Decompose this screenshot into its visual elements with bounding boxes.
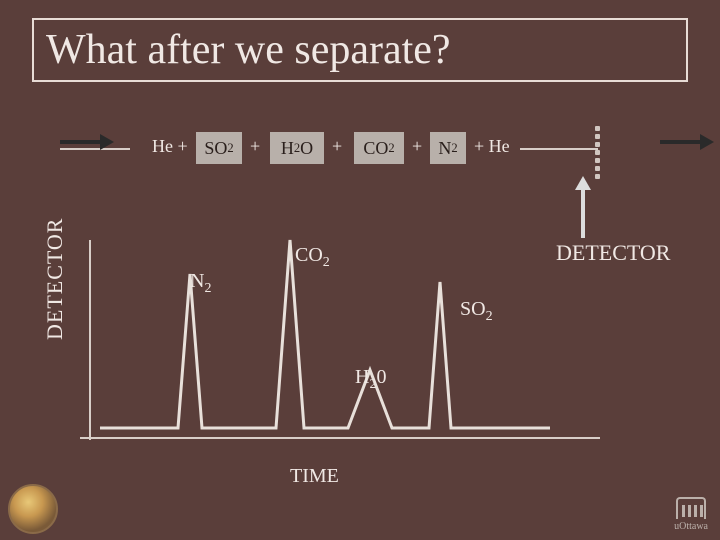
- flow-line-right: [520, 148, 598, 150]
- species-so2: SO2: [196, 132, 242, 164]
- flow-prefix: He +: [152, 136, 188, 157]
- peak-label-n2: N2: [190, 270, 211, 297]
- flow-plus-2: +: [332, 136, 342, 157]
- peak-label-co2: CO2: [295, 244, 330, 271]
- detector-arrow-icon: [576, 176, 590, 236]
- flow-line-left: [60, 148, 130, 150]
- chromatogram-svg: [80, 230, 600, 450]
- chromatogram: DETECTOR N2 CO2 H20 SO2 TIME: [60, 230, 600, 450]
- y-axis-label: DETECTOR: [42, 218, 68, 340]
- logo-right: uOttawa: [674, 497, 708, 532]
- flow-suffix: + He: [474, 136, 510, 157]
- flow-plus-3: +: [412, 136, 422, 157]
- page-title: What after we separate?: [46, 26, 451, 74]
- species-n2: N2: [430, 132, 466, 164]
- flow-plus-1: +: [250, 136, 260, 157]
- dotted-barrier-icon: [595, 126, 600, 179]
- logo-left-icon: [8, 484, 58, 534]
- logo-right-text: uOttawa: [674, 521, 708, 532]
- species-co2: CO2: [354, 132, 404, 164]
- species-h2o: H2O: [270, 132, 324, 164]
- title-box: What after we separate?: [32, 18, 688, 82]
- peak-label-so2: SO2: [460, 298, 493, 325]
- arrow-out-icon: [660, 140, 700, 144]
- separation-flow: He + SO2 + H2O + CO2 + N2 + He: [60, 130, 640, 170]
- peak-label-h2o: H20: [355, 366, 386, 393]
- arrow-in-icon: [60, 140, 100, 144]
- building-icon: [676, 497, 706, 519]
- x-axis-label: TIME: [290, 465, 339, 488]
